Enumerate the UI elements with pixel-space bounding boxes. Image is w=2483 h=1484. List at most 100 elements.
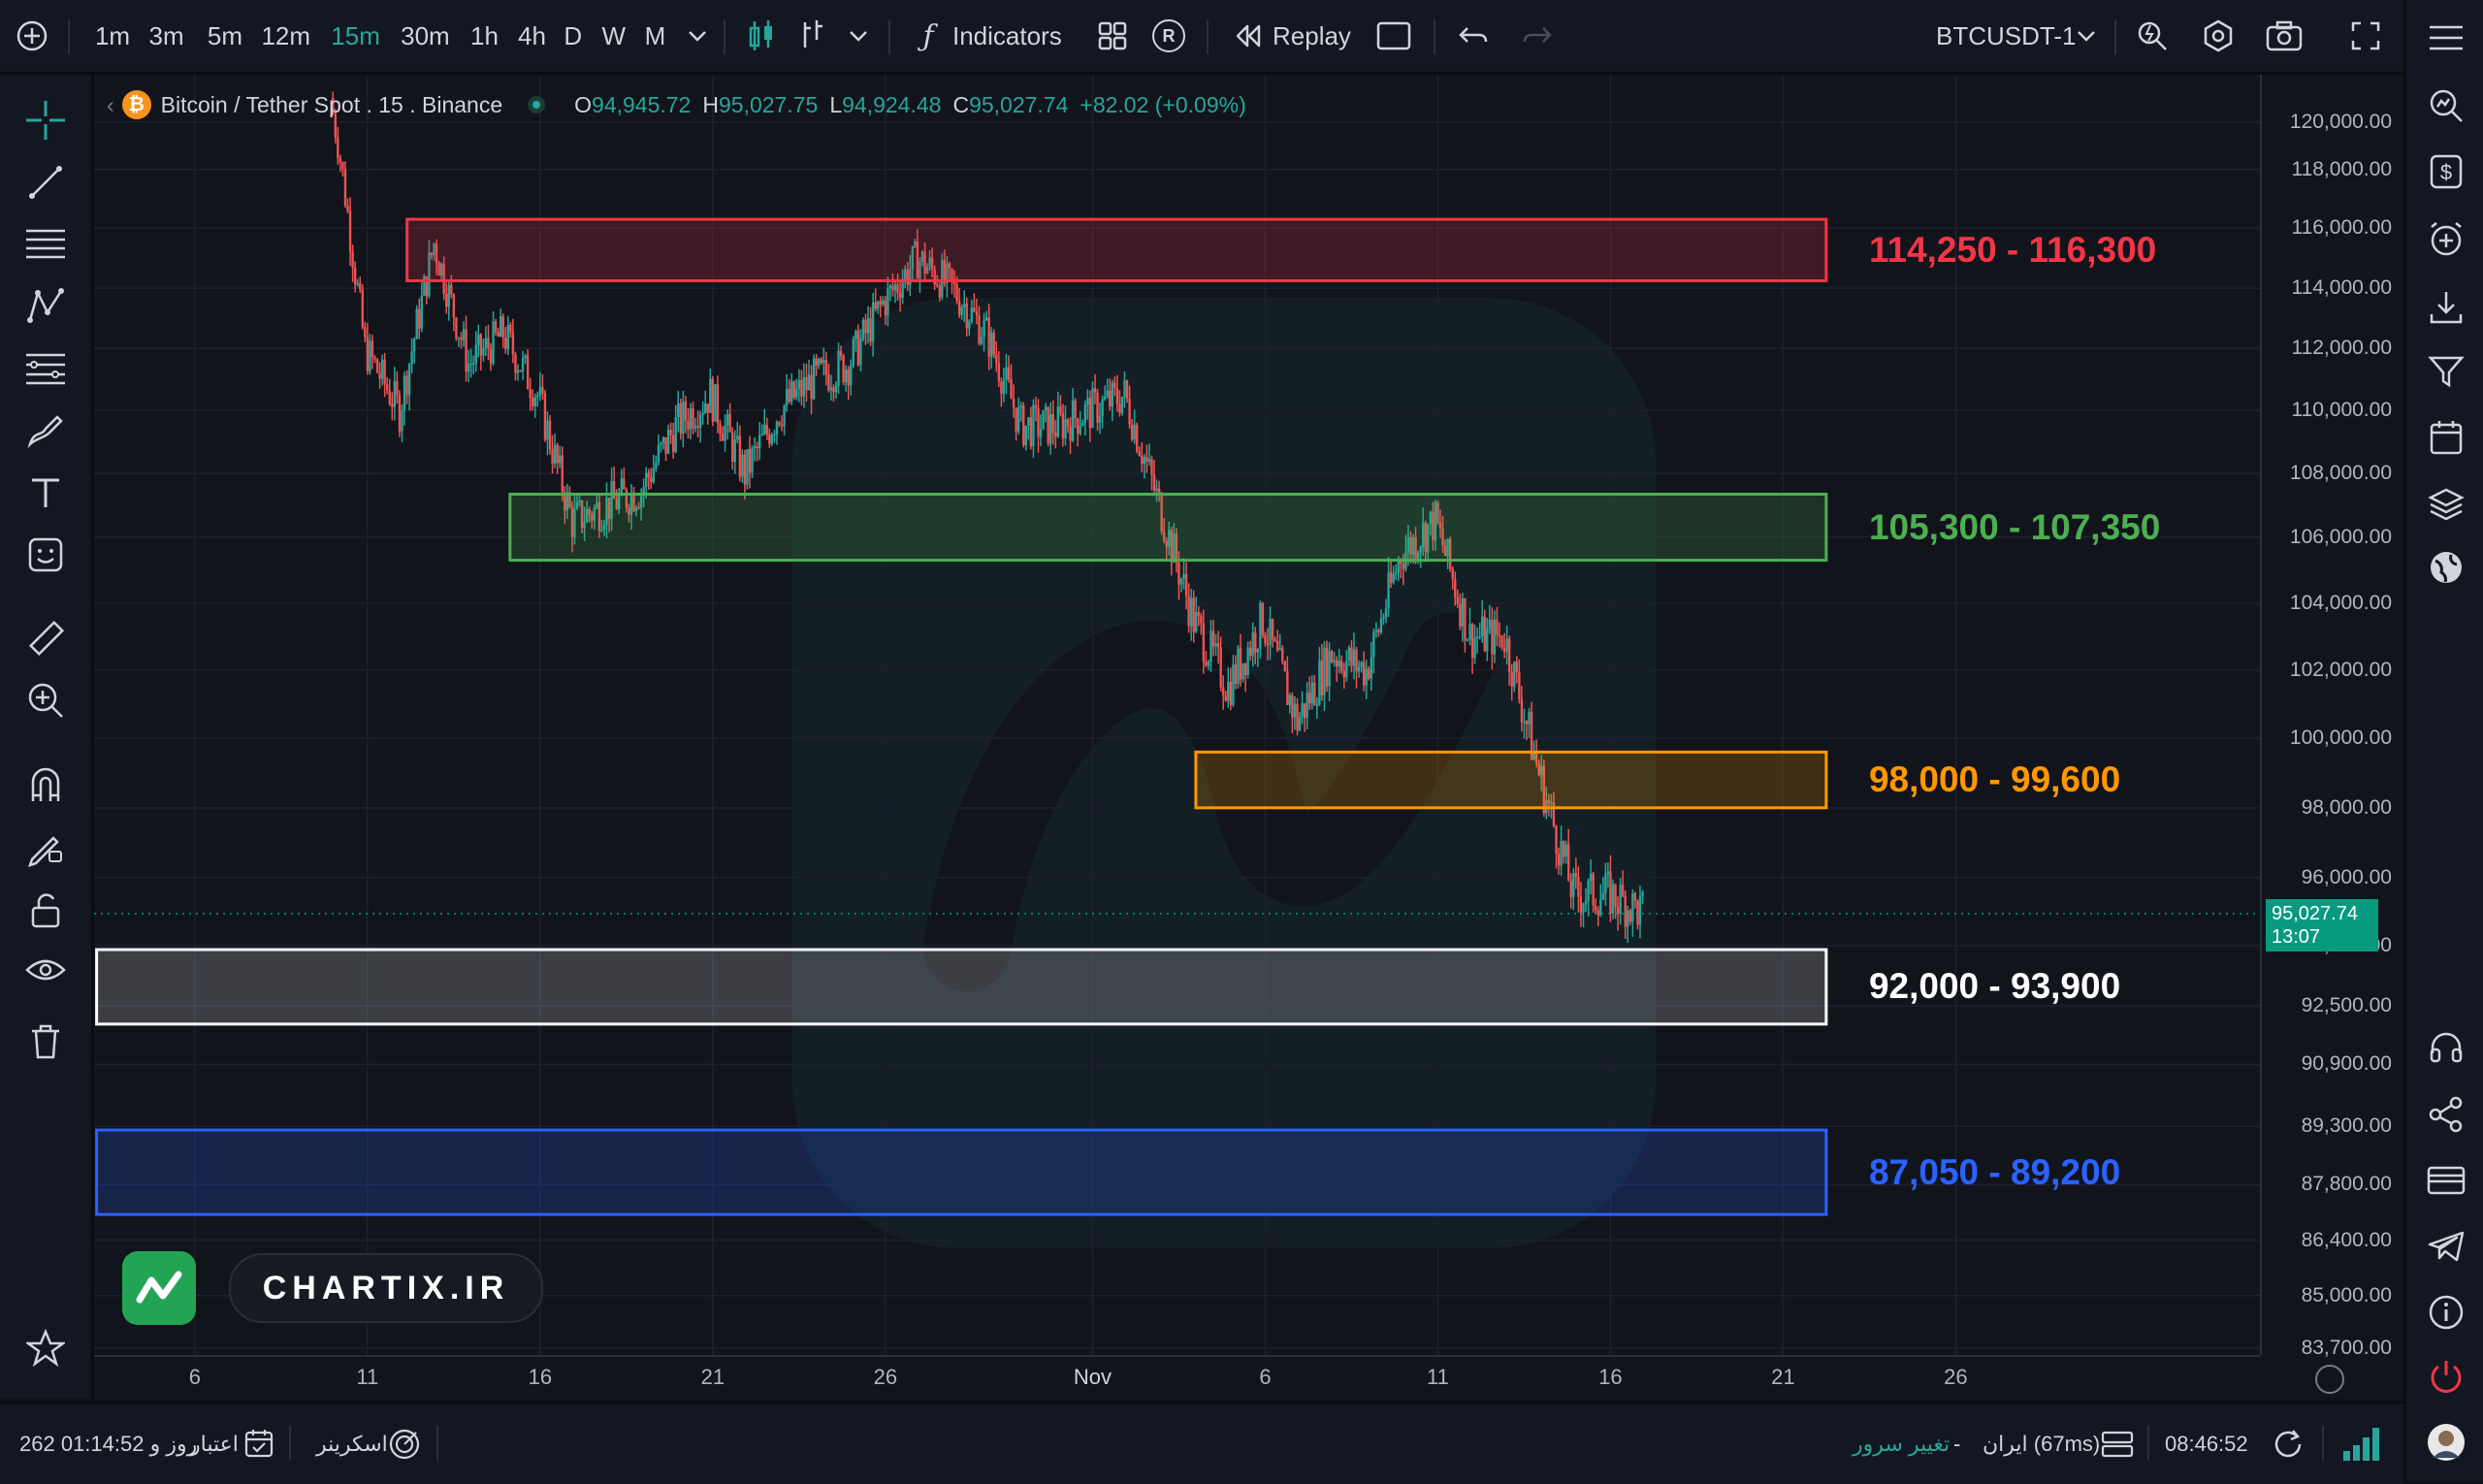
- telegram-icon[interactable]: [2422, 1222, 2470, 1271]
- interval-button-3m[interactable]: 3m: [148, 21, 184, 50]
- interval-button-5m[interactable]: 5m: [207, 21, 243, 50]
- chart-type-dropdown-icon[interactable]: [836, 14, 881, 58]
- candle-body: [884, 300, 887, 316]
- interval-button-W[interactable]: W: [601, 21, 627, 50]
- candlestick-type-icon[interactable]: [739, 14, 784, 58]
- dollar-icon[interactable]: $: [2422, 147, 2470, 196]
- magnet-icon[interactable]: [21, 761, 70, 810]
- candle-body: [1468, 624, 1471, 640]
- ruler-icon[interactable]: [21, 614, 70, 662]
- candle-body: [1518, 672, 1521, 699]
- layers-icon[interactable]: [2422, 479, 2470, 528]
- interval-button-1h[interactable]: 1h: [470, 21, 499, 50]
- zone-rectangles[interactable]: [95, 217, 1828, 1216]
- interval-button-30m[interactable]: 30m: [401, 21, 450, 50]
- quick-search-icon[interactable]: [2130, 14, 2175, 58]
- fullscreen-icon[interactable]: [2343, 14, 2388, 58]
- info-icon[interactable]: [2422, 1288, 2470, 1337]
- candle-body: [669, 429, 672, 436]
- candle-body: [861, 319, 865, 339]
- user-avatar[interactable]: [2422, 1418, 2470, 1467]
- power-icon[interactable]: [2422, 1352, 2470, 1401]
- symbol-selector[interactable]: BTCUSDT-1: [1936, 21, 2077, 50]
- symbol-dropdown-icon[interactable]: [2064, 14, 2109, 58]
- calendar-icon[interactable]: [2422, 413, 2470, 462]
- chart-area[interactable]: [94, 75, 2403, 1399]
- brush-icon[interactable]: [21, 406, 70, 455]
- interval-button-M[interactable]: M: [644, 21, 666, 50]
- refresh-icon[interactable]: [2272, 1428, 2305, 1466]
- crosshair-icon[interactable]: [21, 96, 70, 145]
- change-server-link[interactable]: تغییر سرور: [1853, 1432, 1951, 1456]
- candle-body: [1281, 648, 1284, 662]
- candle-body: [516, 370, 520, 373]
- menu-icon[interactable]: [2422, 14, 2470, 62]
- radar-icon[interactable]: [388, 1428, 421, 1466]
- replay-badge-icon[interactable]: R: [1146, 14, 1191, 58]
- replay-rewind-icon[interactable]: [1226, 14, 1271, 58]
- add-symbol-icon[interactable]: [10, 14, 54, 58]
- indicators-button[interactable]: Indicators: [952, 21, 1062, 50]
- alert-add-icon[interactable]: [2422, 215, 2470, 264]
- interval-button-1m[interactable]: 1m: [94, 21, 131, 50]
- symbol-title[interactable]: Bitcoin / Tether Spot . 15 . Binance: [160, 91, 503, 117]
- interval-button-12m[interactable]: 12m: [261, 21, 311, 50]
- bar-type-icon[interactable]: [790, 14, 834, 58]
- lock-icon[interactable]: [21, 886, 70, 934]
- interval-button-D[interactable]: D: [564, 21, 583, 50]
- trash-icon[interactable]: [21, 1017, 70, 1066]
- chevron-left-icon[interactable]: ‹: [107, 91, 114, 117]
- candle-body: [1599, 899, 1602, 916]
- candle-body: [1395, 572, 1398, 575]
- fib-tools-icon[interactable]: [21, 344, 70, 393]
- price-tick-label: 116,000.00: [2291, 216, 2392, 240]
- redo-icon[interactable]: [1515, 14, 1560, 58]
- candle-body: [815, 358, 818, 367]
- horizontal-lines-icon[interactable]: [21, 220, 70, 269]
- replay-button[interactable]: Replay: [1273, 21, 1351, 50]
- trend-line-icon[interactable]: [21, 158, 70, 207]
- axis-settings-icon[interactable]: [2315, 1365, 2344, 1394]
- interval-dropdown-icon[interactable]: [675, 14, 720, 58]
- market-search-icon[interactable]: [2422, 81, 2470, 130]
- camera-icon[interactable]: [2262, 14, 2306, 58]
- download-icon[interactable]: [2422, 283, 2470, 332]
- eye-icon[interactable]: [21, 948, 70, 996]
- support-headset-icon[interactable]: [2422, 1024, 2470, 1073]
- favorites-star-icon[interactable]: [21, 1324, 70, 1372]
- candle-body: [1481, 616, 1484, 637]
- price-chart[interactable]: [94, 75, 2260, 1355]
- calendar-check-icon[interactable]: [244, 1428, 274, 1464]
- interval-button-4h[interactable]: 4h: [517, 21, 546, 50]
- screener-filter-icon[interactable]: [2422, 347, 2470, 396]
- price-axis[interactable]: 120,000.00 118,000.00 116,000.00 114,000.00…: [2260, 75, 2405, 1359]
- candle-body: [855, 330, 857, 339]
- drawing-mode-icon[interactable]: [21, 823, 70, 872]
- rectangle-icon[interactable]: [1371, 14, 1416, 58]
- undo-icon[interactable]: [1451, 14, 1496, 58]
- candle-body: [792, 381, 795, 399]
- subscription-card-icon[interactable]: [2422, 1156, 2470, 1205]
- candle-body: [1315, 704, 1319, 706]
- candle-body: [679, 403, 682, 435]
- candle-body: [1330, 651, 1334, 662]
- candle-body: [1448, 538, 1452, 569]
- server-icon[interactable]: [2101, 1430, 2134, 1464]
- indicators-fx-icon[interactable]: ƒ: [922, 18, 934, 53]
- share-icon[interactable]: [2422, 1090, 2470, 1139]
- candle-body: [1451, 568, 1454, 579]
- text-tool-icon[interactable]: [21, 468, 70, 517]
- settings-icon[interactable]: [2196, 14, 2241, 58]
- zoom-in-icon[interactable]: [21, 676, 70, 725]
- time-axis[interactable]: 6 11 16 21 26 Nov 6 11 16 21 26: [94, 1355, 2344, 1401]
- globe-icon[interactable]: [2422, 543, 2470, 592]
- emoji-icon[interactable]: [21, 531, 70, 579]
- layouts-grid-icon[interactable]: [1090, 14, 1135, 58]
- pattern-tool-icon[interactable]: [21, 282, 70, 331]
- candle-body: [425, 276, 429, 297]
- candle-body: [1596, 910, 1599, 916]
- candle-body: [1051, 413, 1054, 434]
- interval-button-15m[interactable]: 15m: [331, 21, 380, 50]
- candle-body: [494, 321, 498, 333]
- screener-label[interactable]: اسکرینر: [316, 1432, 388, 1456]
